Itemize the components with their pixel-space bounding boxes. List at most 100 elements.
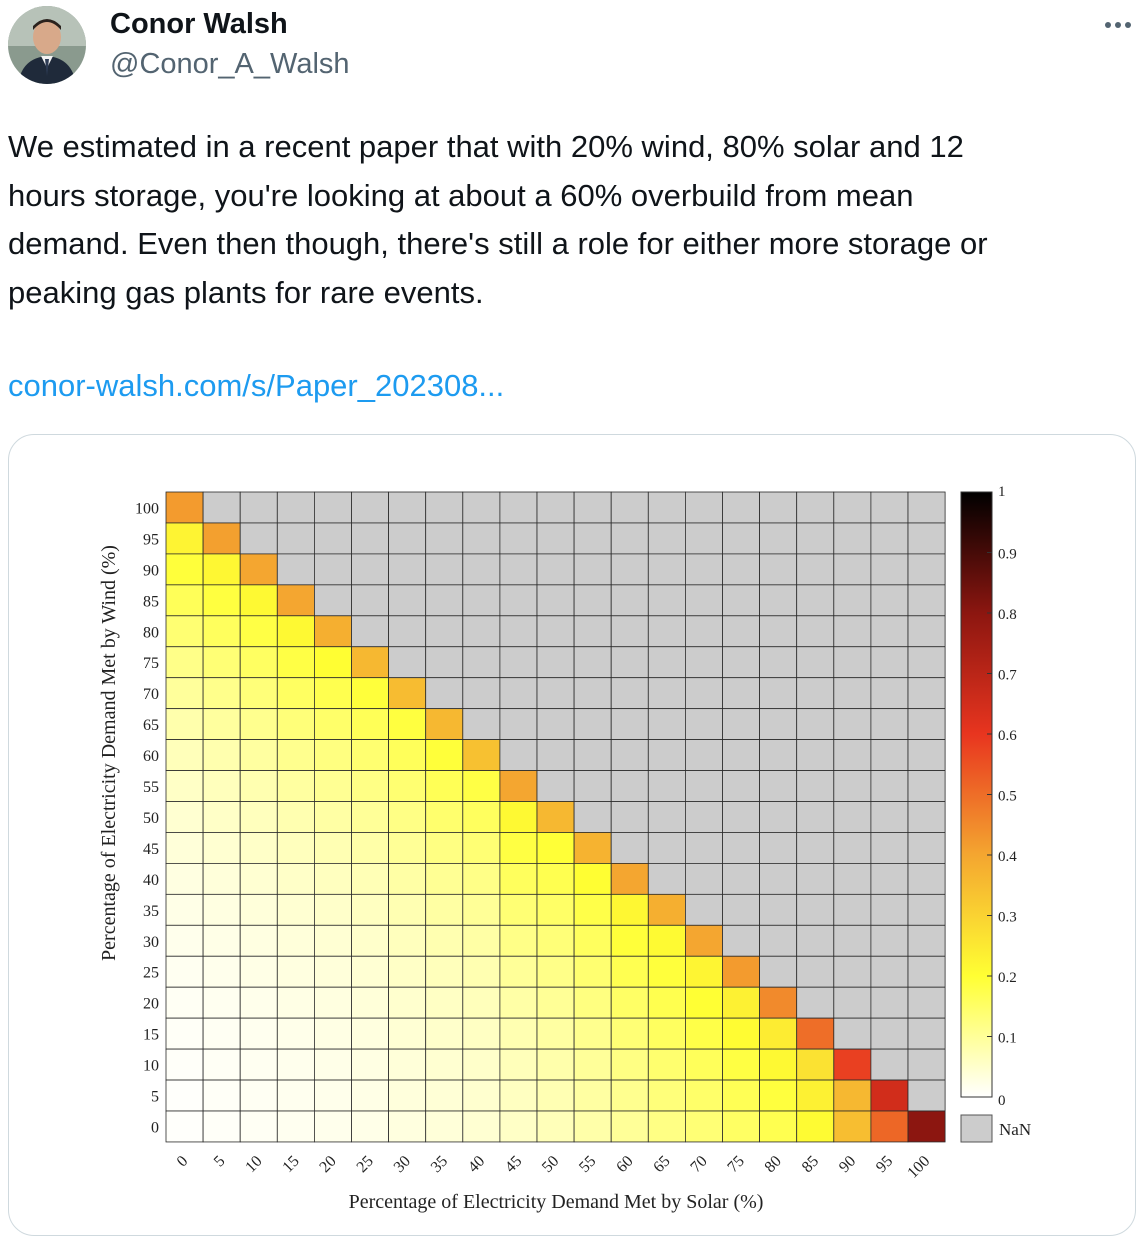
x-axis-label: Percentage of Electricity Demand Met by …: [349, 1191, 764, 1213]
media-card[interactable]: 0 5 10 15 20 25 30 35 40 45 50 55 60 65 70 75 80 85 90 95 10…: [8, 434, 1136, 1236]
heatmap-cell: [462, 893, 501, 926]
x-tick-label: 40: [465, 1153, 488, 1176]
heatmap-cell: [573, 1079, 612, 1112]
heatmap-cell: [388, 1017, 427, 1050]
heatmap-cell: [388, 584, 427, 617]
heatmap-cell: [647, 553, 686, 586]
heatmap-cell: [388, 553, 427, 586]
heatmap-cell: [388, 955, 427, 988]
heatmap-cell: [313, 708, 352, 740]
heatmap-cell: [462, 615, 501, 648]
heatmap-cell: [759, 862, 798, 895]
heatmap-cell: [351, 1048, 389, 1081]
x-tick-label: 35: [428, 1153, 451, 1176]
heatmap-cell: [313, 1110, 352, 1143]
heatmap-cell: [870, 1110, 909, 1143]
heatmap-cell: [833, 924, 872, 957]
more-options-icon[interactable]: [1098, 10, 1138, 40]
y-tick-label: 95: [143, 531, 159, 548]
heatmap-cell: [759, 615, 798, 648]
heatmap-cell: [202, 491, 241, 524]
heatmap-cell: [870, 1017, 909, 1050]
heatmap-cell: [536, 677, 575, 710]
heatmap-cell: [759, 1048, 798, 1081]
heatmap-cell: [276, 862, 315, 895]
author-avatar[interactable]: [8, 6, 86, 84]
heatmap-cell: [647, 1110, 686, 1143]
tweet-text-line: demand. Even then though, there's still …: [8, 226, 988, 261]
author-handle[interactable]: @Conor_A_Walsh: [110, 48, 350, 80]
heatmap-cell: [685, 1079, 723, 1112]
heatmap-cell: [462, 1079, 501, 1112]
heatmap-cell: [313, 893, 352, 926]
heatmap-cell: [351, 862, 389, 895]
heatmap-cell: [833, 955, 872, 988]
heatmap-cell: [239, 955, 278, 988]
heatmap-cell: [573, 677, 612, 710]
heatmap-cell: [796, 1110, 835, 1143]
heatmap-cell: [313, 615, 352, 648]
colorbar-tick-label: 0.1: [998, 1031, 1017, 1047]
y-tick-label: 60: [143, 748, 159, 765]
heatmap-cell: [685, 801, 723, 833]
heatmap-cell: [462, 708, 501, 740]
heatmap-cell: [239, 491, 278, 524]
heatmap-cell: [833, 770, 872, 802]
heatmap-cell: [351, 491, 389, 524]
heatmap-cell: [907, 770, 946, 802]
heatmap-cell: [165, 615, 204, 648]
paper-link[interactable]: conor-walsh.com/s/Paper_202308...: [8, 368, 505, 403]
heatmap-cell: [388, 491, 427, 524]
heatmap-cell: [796, 862, 835, 895]
heatmap-cell: [870, 924, 909, 957]
heatmap-cell: [685, 955, 723, 988]
heatmap-cell: [276, 955, 315, 988]
heatmap-cell: [239, 1048, 278, 1081]
heatmap-cell: [351, 522, 389, 555]
heatmap-cell: [796, 615, 835, 648]
heatmap-cell: [351, 708, 389, 740]
y-tick-label: 65: [143, 717, 159, 734]
heatmap-cell: [796, 708, 835, 740]
heatmap-cell: [239, 924, 278, 957]
heatmap-cell: [425, 801, 464, 833]
heatmap-cell: [313, 739, 352, 771]
heatmap-cell: [351, 1079, 389, 1112]
heatmap-cell: [165, 677, 204, 710]
heatmap-cell: [202, 708, 241, 740]
heatmap-cell: [759, 491, 798, 524]
heatmap-cell: [499, 615, 538, 648]
x-tick-label: 90: [836, 1153, 859, 1176]
heatmap-cell: [610, 1017, 649, 1050]
x-tick-label: 80: [762, 1153, 785, 1176]
heatmap-cell: [165, 1110, 204, 1143]
heatmap-cell: [870, 522, 909, 555]
heatmap-cell: [722, 1048, 760, 1081]
heatmap-cell: [759, 646, 798, 679]
heatmap-cell: [907, 553, 946, 586]
heatmap-cell: [276, 1048, 315, 1081]
heatmap-cell: [462, 832, 501, 864]
heatmap-chart: 0 5 10 15 20 25 30 35 40 45 50 55 60 65 70 75 80 85 90 95 10…: [98, 484, 1031, 1213]
heatmap-cell: [573, 522, 612, 555]
heatmap-cell: [685, 1048, 723, 1081]
x-tick-label: 15: [279, 1153, 302, 1176]
heatmap-cell: [499, 832, 538, 864]
heatmap-cell: [759, 739, 798, 771]
author-display-name[interactable]: Conor Walsh: [110, 8, 288, 40]
heatmap-cell: [722, 522, 760, 555]
heatmap-cell: [685, 770, 723, 802]
heatmap-cell: [647, 893, 686, 926]
heatmap-cell: [759, 584, 798, 617]
heatmap-cell: [647, 708, 686, 740]
heatmap-cell: [610, 1110, 649, 1143]
heatmap-cell: [462, 646, 501, 679]
heatmap-cell: [573, 955, 612, 988]
heatmap-cell: [907, 1017, 946, 1050]
heatmap-cell: [313, 832, 352, 864]
heatmap-cell: [313, 1017, 352, 1050]
x-tick-label: 55: [576, 1153, 599, 1176]
heatmap-cell: [462, 522, 501, 555]
heatmap-cell: [276, 646, 315, 679]
heatmap-cell: [425, 1110, 464, 1143]
